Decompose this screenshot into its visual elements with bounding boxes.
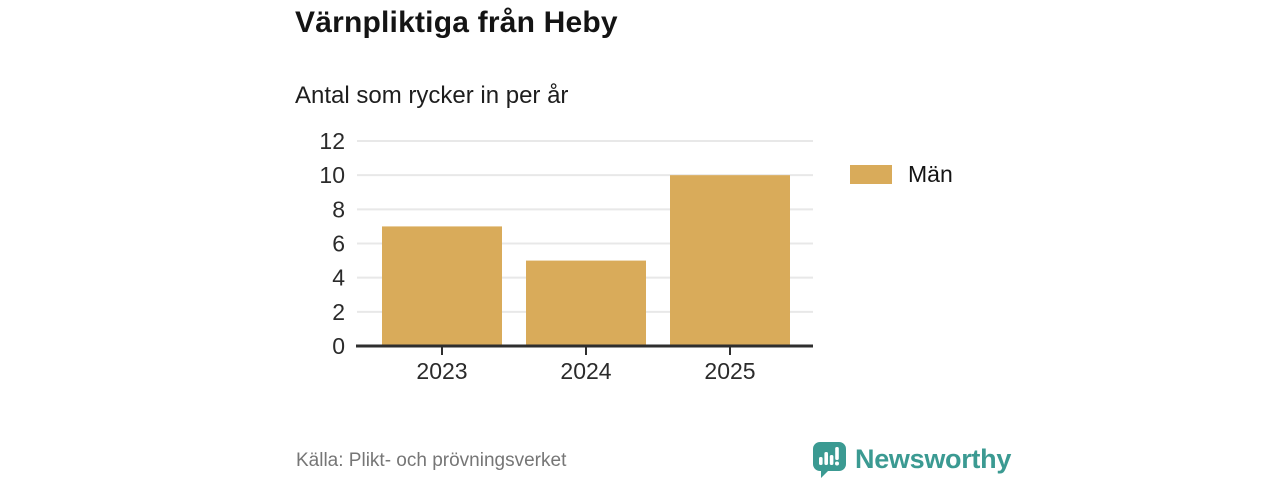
y-axis-label-4: 4 — [332, 265, 345, 291]
legend: Män — [850, 161, 953, 188]
y-axis-label-0: 0 — [332, 333, 345, 359]
y-axis-label-2: 2 — [332, 299, 345, 325]
bar-2024 — [526, 260, 646, 346]
x-axis-label-2023: 2023 — [416, 358, 467, 384]
legend-swatch-men — [850, 165, 892, 184]
bar-2025 — [670, 175, 790, 346]
x-axis-label-2025: 2025 — [704, 358, 755, 384]
y-axis-label-6: 6 — [332, 231, 345, 257]
y-axis-label-10: 10 — [319, 162, 345, 188]
x-axis-label-2024: 2024 — [560, 358, 611, 384]
y-axis-label-8: 8 — [332, 196, 345, 222]
newsworthy-logo: Newsworthy — [811, 440, 1011, 478]
newsworthy-logo-icon — [813, 442, 846, 478]
chart-title: Värnpliktiga från Heby — [295, 6, 618, 39]
y-axis-label-12: 12 — [319, 128, 345, 154]
newsworthy-logo-text: Newsworthy — [855, 443, 1012, 474]
legend-label-men: Män — [908, 161, 953, 187]
source-note: Källa: Plikt- och prövningsverket — [296, 450, 567, 471]
bar-2023 — [382, 226, 502, 346]
chart-subtitle: Antal som rycker in per år — [295, 82, 569, 109]
